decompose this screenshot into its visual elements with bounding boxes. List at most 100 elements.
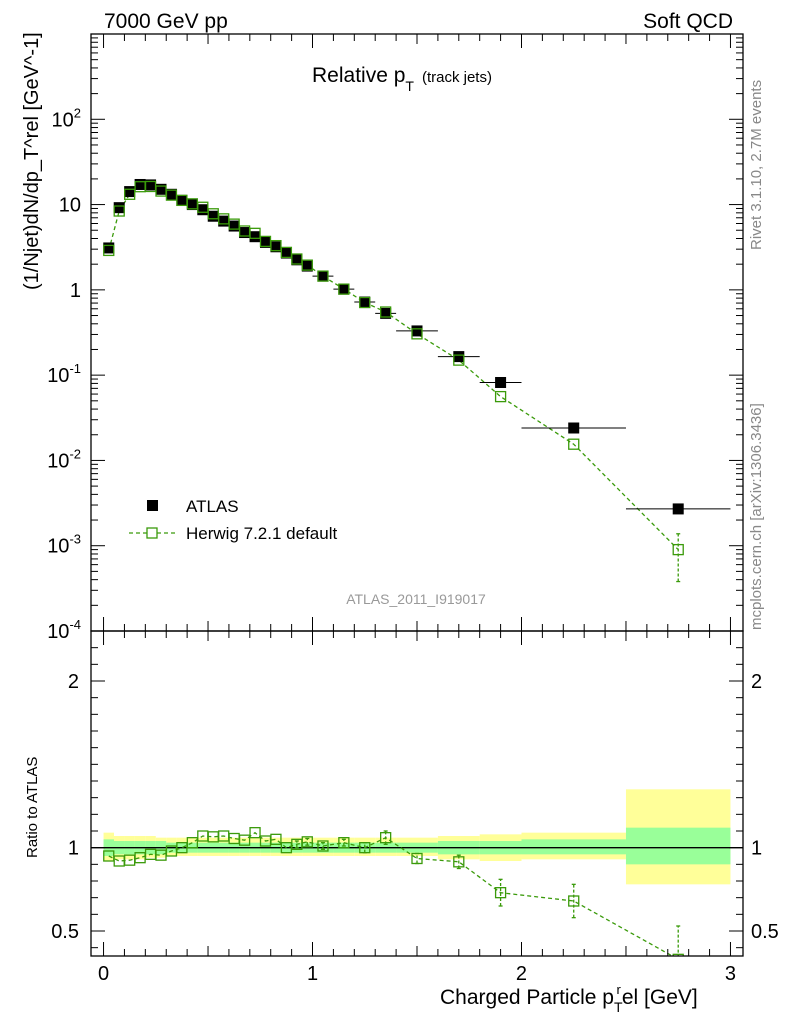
atlas-point [218,215,230,227]
atlas-point [380,307,392,319]
tick-base: 10 [47,536,69,558]
ratio-y-tick-label-left: 1 [68,838,79,860]
title-note: (track jets) [422,69,492,86]
main-y-tick-label: 102 [52,105,81,131]
atlas-point [291,254,303,266]
x-tick-label: 0 [98,963,109,985]
atlas-point [103,242,115,254]
atlas-point [249,231,261,243]
ratio-data-layer [91,789,743,956]
ratio-green-band [521,839,626,855]
tick-exponent: 2 [74,105,81,120]
ratio-y-tick-label-left: 0.5 [51,921,79,943]
atlas-point [672,503,684,515]
atlas-point [134,178,146,190]
ratio-axis-ticks: 0.5 0.5 1 1 2 2 0 1 2 3 [51,630,779,985]
atlas-point [207,210,219,222]
x-tick-label: 3 [725,963,736,985]
atlas-point [453,351,465,363]
herwig-point [228,218,240,230]
ratio-point [338,837,350,849]
legend: ATLAS Herwig 7.2.1 default [129,497,337,543]
tick-base: 10 [47,365,69,387]
ratio-series-line [108,831,674,956]
herwig-point [301,259,313,271]
herwig-point [359,296,371,309]
herwig-point [317,270,329,282]
main-y-tick-label: 10-3 [47,532,81,558]
herwig-series-line [108,185,679,551]
main-y-tick-label: 10-1 [47,361,81,387]
ratio-y-axis-label: Ratio to ATLAS [24,757,41,858]
atlas-point [228,220,240,232]
ratio-plot-panel: 0.5 0.5 1 1 2 2 0 1 2 3 Ratio to ATLAS Charged Pa… [24,630,779,1015]
ratio-point [411,852,423,865]
ratio-point [494,887,507,899]
ratio-point [672,953,684,956]
herwig-point [494,390,507,403]
header-right-label: Soft QCD [643,10,733,33]
ratio-point [380,832,392,844]
atlas-point [165,188,177,200]
herwig-point [280,246,293,259]
ratio-green-band [625,827,731,865]
herwig-point [197,201,209,213]
herwig-point [270,239,282,252]
main-y-tick-label: 10 [59,195,81,217]
x-tick-label: 2 [516,963,527,985]
ratio-point [453,856,465,868]
rivet-version-label: Rivet 3.1.10, 2.7M events [748,80,765,250]
x-axis-label-sup: r [617,982,622,997]
tick-base: 10 [52,109,74,131]
x-tick-label: 1 [307,963,318,985]
atlas-point [338,283,350,295]
title-main: Relative p [312,64,405,87]
herwig-point [113,205,125,217]
herwig-point [380,306,392,318]
atlas-point [145,179,157,191]
header-left-label: 7000 GeV pp [104,10,228,33]
atlas-point [270,241,282,253]
main-title: Relative pT (track jets) [312,64,492,94]
atlas-point [176,194,188,206]
tick-base: 10 [47,621,69,643]
legend-atlas-marker [147,500,158,511]
ratio-point [270,833,282,845]
herwig-point [249,227,261,239]
ratio-point [317,840,329,852]
atlas-point [124,186,136,198]
ratio-y-tick-label-right: 0.5 [751,921,779,943]
legend-herwig-marker [146,527,158,539]
tick-exponent: -3 [69,532,81,547]
atlas-point [568,422,580,434]
tick-base: 1 [70,280,81,302]
herwig-point [568,438,580,450]
herwig-point [291,253,303,265]
atlas-point [359,296,371,308]
mcplots-label: mcplots.cern.ch [arXiv:1306.3436] [748,403,765,630]
tick-exponent: -1 [69,361,81,376]
atlas-point [259,236,271,248]
ratio-point [249,827,261,839]
tick-base: 10 [47,450,69,472]
ratio-point [301,836,313,848]
herwig-point [103,244,115,257]
atlas-point [113,202,125,214]
tick-base: 10 [59,195,81,217]
atlas-point [301,260,313,272]
x-axis-label-tail: el [GeV] [622,986,698,1009]
main-y-tick-label: 10-4 [47,617,81,643]
ratio-series-group [103,827,684,956]
tick-exponent: -2 [69,446,81,461]
title-sub: T [405,78,414,94]
herwig-point [124,188,136,200]
atlas-point [239,227,251,239]
herwig-point [453,354,465,366]
ratio-point [359,842,371,854]
main-y-axis-label: (1/Njet)dN/dp_T^rel [GeV^-1] [21,32,43,290]
herwig-point [338,283,350,295]
main-y-tick-label: 1 [70,280,81,302]
x-axis-label: Charged Particle pTrel [GeV] [440,982,698,1015]
